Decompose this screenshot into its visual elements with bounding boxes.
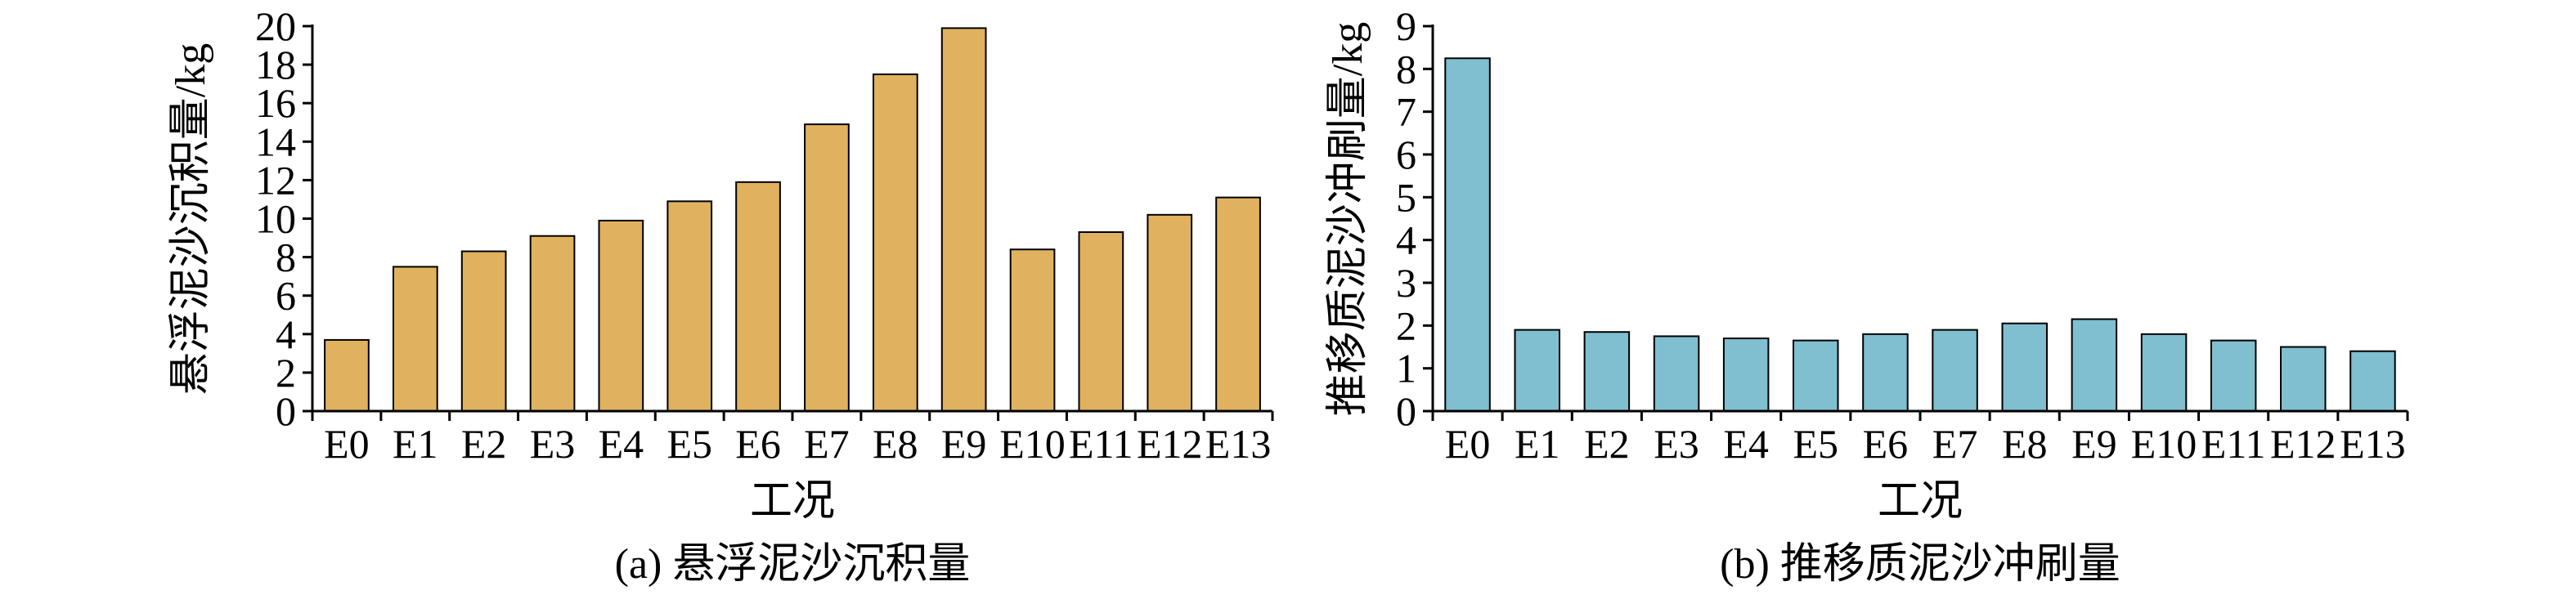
a-bar-e2 (460, 250, 507, 412)
b-y-tick-label: 0 (1396, 388, 1416, 434)
a-y-tick-label: 6 (276, 273, 296, 319)
b-x-tick-label-e1: E1 (1515, 421, 1560, 467)
b-bar-e3 (1653, 335, 1700, 412)
b-bar-e6 (1862, 333, 1909, 412)
a-bar-e4 (598, 219, 644, 412)
b-y-axis-title: 推移质泥沙冲刷量/kg (1325, 22, 1371, 416)
b-x-tick-label-e12: E12 (2270, 421, 2336, 467)
a-caption: (a) 悬浮泥沙沉积量 (615, 541, 971, 588)
b-bar-e2 (1583, 331, 1631, 413)
b-y-tick-label: 2 (1396, 302, 1416, 348)
a-y-tick-label: 12 (255, 157, 296, 203)
a-x-tick-label-e8: E8 (873, 421, 918, 467)
a-y-tick-label: 14 (255, 119, 296, 164)
a-y-tick-label: 16 (255, 80, 296, 126)
b-y-tick-label: 1 (1396, 346, 1416, 391)
a-x-tick-label-e4: E4 (599, 421, 644, 467)
a-x-tick-label-e3: E3 (530, 421, 576, 467)
a-y-tick-label: 0 (276, 388, 296, 434)
b-bar-e7 (1932, 329, 1978, 413)
b-y-tick-label: 9 (1396, 3, 1416, 49)
b-x-tick-label-e2: E2 (1584, 421, 1630, 467)
b-x-tick-label-e10: E10 (2131, 421, 2197, 467)
a-bar-e8 (873, 73, 918, 413)
a-bar-e9 (940, 27, 987, 413)
a-x-tick-label-e2: E2 (461, 421, 507, 467)
a-bar-e12 (1147, 213, 1193, 412)
a-x-tick-label-e5: E5 (666, 421, 712, 467)
b-x-tick-label-e9: E9 (2071, 421, 2117, 467)
b-x-tick-label-e8: E8 (2002, 421, 2048, 467)
b-y-tick-label: 5 (1396, 174, 1416, 220)
a-x-tick-label-e6: E6 (735, 421, 781, 467)
b-x-axis-title: 工况 (1878, 478, 1963, 525)
a-bar-e5 (666, 200, 713, 413)
b-x-tick-label-e4: E4 (1723, 421, 1769, 467)
b-y-tick-label: 6 (1396, 132, 1416, 177)
b-bar-e9 (2071, 318, 2118, 412)
a-y-tick-label: 18 (255, 42, 296, 87)
b-bar-e8 (2001, 322, 2048, 413)
a-y-tick-label: 8 (276, 235, 296, 280)
b-x-tick-label-e3: E3 (1654, 421, 1699, 467)
b-bar-e11 (2210, 339, 2257, 413)
b-bar-e1 (1514, 329, 1560, 413)
a-y-axis-title: 悬浮泥沙沉积量/kg (168, 43, 214, 395)
b-caption: (b) 推移质泥沙冲刷量 (1720, 541, 2120, 588)
b-y-tick-label: 3 (1396, 260, 1416, 306)
b-bar-e5 (1793, 339, 1839, 413)
a-bar-e7 (804, 123, 850, 412)
b-y-tick-label: 4 (1396, 217, 1416, 263)
a-bar-e13 (1215, 196, 1261, 412)
a-x-tick-label-e12: E12 (1137, 421, 1203, 467)
a-x-axis-title: 工况 (750, 478, 835, 525)
b-x-tick-label-e0: E0 (1445, 421, 1491, 467)
a-x-tick-label-e11: E11 (1069, 421, 1133, 467)
b-x-tick-label-e6: E6 (1863, 421, 1909, 467)
a-x-tick-label-e7: E7 (804, 421, 850, 467)
b-x-tick-label-e5: E5 (1793, 421, 1839, 467)
a-x-tick-label-e10: E10 (999, 421, 1066, 467)
b-x-tick-label-e11: E11 (2201, 421, 2266, 467)
b-y-tick-label: 7 (1396, 89, 1416, 135)
a-y-tick-label: 4 (276, 311, 296, 357)
b-y-tick-label: 8 (1396, 46, 1416, 92)
b-bar-e10 (2140, 333, 2188, 412)
a-x-tick-label-e0: E0 (324, 421, 370, 467)
a-bar-e0 (324, 338, 370, 412)
a-y-tick-label: 2 (276, 350, 296, 396)
a-bar-e3 (529, 235, 576, 413)
b-x-tick-label-e7: E7 (1932, 421, 1978, 467)
b-bar-e13 (2349, 350, 2396, 413)
a-bar-e10 (1009, 248, 1056, 413)
a-bar-e6 (735, 181, 781, 413)
a-x-tick-label-e1: E1 (393, 421, 438, 467)
a-x-tick-label-e9: E9 (941, 421, 987, 467)
a-bar-e1 (393, 266, 438, 412)
b-x-tick-label-e13: E13 (2340, 421, 2406, 467)
a-y-tick-label: 10 (255, 196, 296, 242)
a-x-tick-label-e13: E13 (1205, 421, 1272, 467)
a-y-tick-label: 20 (255, 3, 296, 49)
b-bar-e12 (2280, 346, 2327, 412)
b-bar-e0 (1444, 57, 1491, 413)
a-bar-e11 (1078, 231, 1124, 412)
b-bar-e4 (1722, 338, 1770, 412)
